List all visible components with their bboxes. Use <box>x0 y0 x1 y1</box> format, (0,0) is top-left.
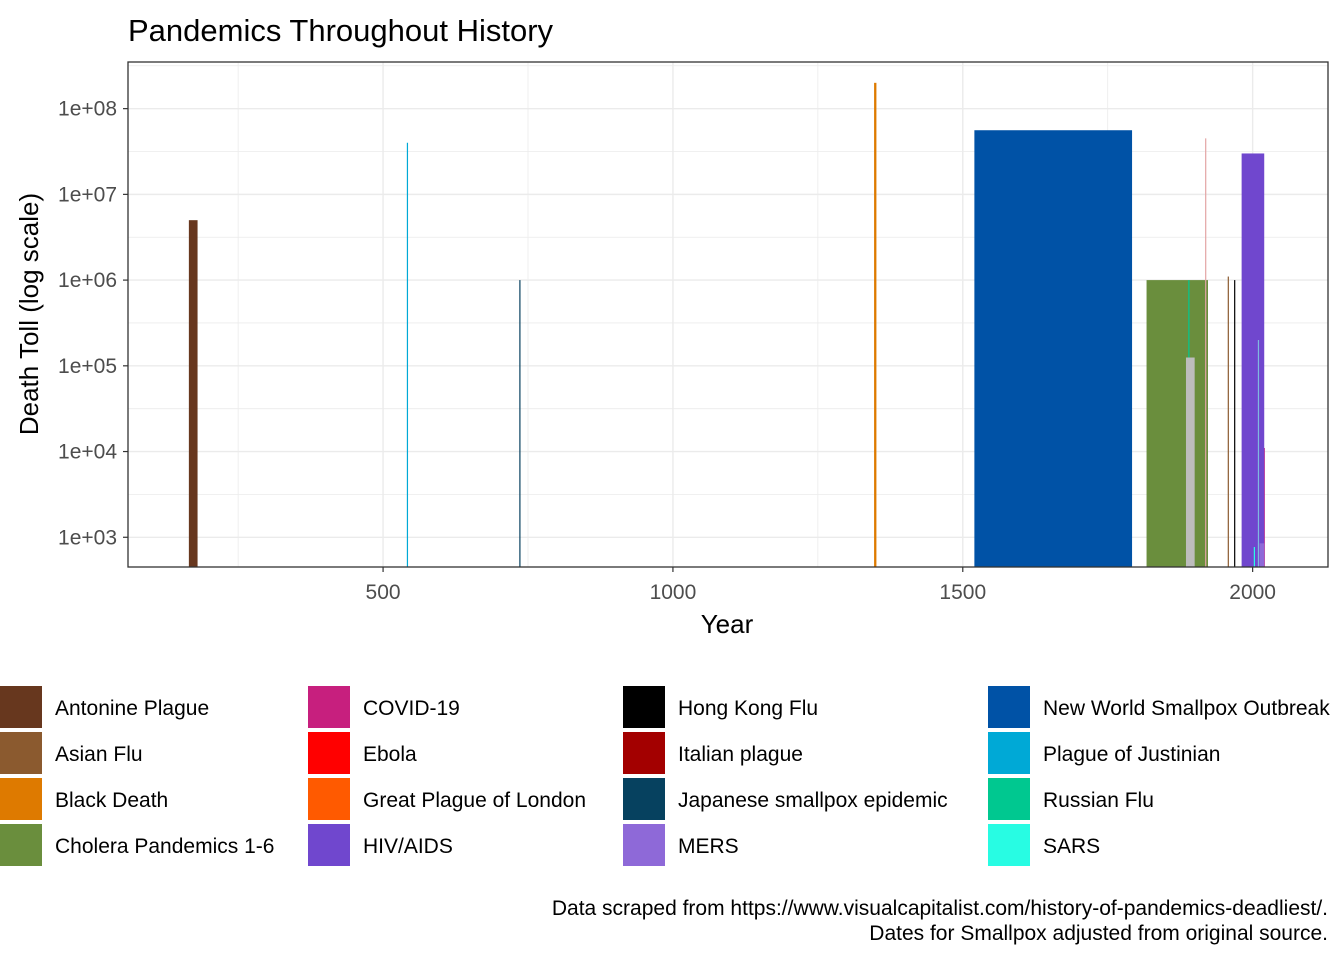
bar <box>974 130 1133 568</box>
bar <box>1205 138 1207 567</box>
y-tick-label: 1e+05 <box>58 355 117 378</box>
legend-label: MERS <box>678 835 739 858</box>
legend-label: COVID-19 <box>363 697 460 720</box>
legend-label: Antonine Plague <box>55 697 209 720</box>
caption: Data scraped from https://www.visualcapi… <box>552 896 1328 946</box>
legend-item: Ebola <box>308 732 417 774</box>
y-tick-label: 1e+07 <box>58 183 117 206</box>
legend-swatch <box>623 778 665 820</box>
legend-label: Hong Kong Flu <box>678 697 818 720</box>
bar <box>1263 447 1265 567</box>
legend-swatch <box>988 778 1030 820</box>
bar <box>188 220 198 567</box>
bar <box>1146 280 1208 567</box>
legend-swatch <box>988 732 1030 774</box>
legend-item: HIV/AIDS <box>308 824 453 866</box>
legend-swatch <box>623 686 665 728</box>
bar <box>1253 547 1255 567</box>
legend-label: HIV/AIDS <box>363 835 453 858</box>
legend-swatch <box>0 732 42 774</box>
bar <box>874 82 877 567</box>
legend-swatch <box>623 732 665 774</box>
legend-label: Plague of Justinian <box>1043 743 1220 766</box>
legend-item: Asian Flu <box>0 732 143 774</box>
plot-border <box>127 61 1329 568</box>
bar <box>1259 543 1265 567</box>
legend-label: SARS <box>1043 835 1100 858</box>
x-tick-label: 2000 <box>1229 581 1276 604</box>
legend-item: Italian plague <box>623 732 803 774</box>
legend-label: Great Plague of London <box>363 789 586 812</box>
y-tick-label: 1e+03 <box>58 526 117 549</box>
legend-swatch <box>0 778 42 820</box>
legend-swatch <box>308 732 350 774</box>
bar <box>1227 276 1229 567</box>
x-tick-label: 500 <box>366 581 401 604</box>
legend-item: Hong Kong Flu <box>623 686 818 728</box>
bar <box>406 142 409 567</box>
x-tick-label: 1000 <box>650 581 697 604</box>
legend-swatch <box>0 686 42 728</box>
legend-item: Japanese smallpox epidemic <box>623 778 948 820</box>
x-axis-title: Year <box>701 609 754 639</box>
bar <box>1257 340 1260 567</box>
legend-swatch <box>308 686 350 728</box>
legend-label: Black Death <box>55 789 168 812</box>
bar <box>1241 153 1265 567</box>
legend-swatch <box>0 824 42 866</box>
legend-swatch <box>308 778 350 820</box>
legend-item: Antonine Plague <box>0 686 209 728</box>
y-axis-title: Death Toll (log scale) <box>14 193 44 435</box>
legend-item: MERS <box>623 824 739 866</box>
bar <box>1185 357 1195 567</box>
legend-label: Japanese smallpox epidemic <box>678 789 948 812</box>
legend-swatch <box>308 824 350 866</box>
legend-item: Great Plague of London <box>308 778 586 820</box>
legend-item: SARS <box>988 824 1100 866</box>
caption-line-1: Data scraped from https://www.visualcapi… <box>551 897 1328 920</box>
y-tick-label: 1e+08 <box>58 98 117 121</box>
legend-item: Russian Flu <box>988 778 1154 820</box>
legend: Antonine Plague Asian Flu Black Death Chole… <box>0 686 1330 866</box>
legend-swatch <box>988 686 1030 728</box>
legend-label: Asian Flu <box>55 743 143 766</box>
bars <box>188 82 1265 568</box>
y-tick-label: 1e+04 <box>58 441 117 464</box>
legend-item: Cholera Pandemics 1-6 <box>0 824 274 866</box>
legend-item: Black Death <box>0 778 168 820</box>
legend-label: Russian Flu <box>1043 789 1154 812</box>
legend-item: Plague of Justinian <box>988 732 1220 774</box>
caption-line-2: Dates for Smallpox adjusted from origina… <box>869 922 1328 945</box>
legend-label: Cholera Pandemics 1-6 <box>55 835 274 858</box>
chart-title: Pandemics Throughout History <box>128 13 554 48</box>
legend-item: COVID-19 <box>308 686 460 728</box>
legend-item: New World Smallpox Outbreak <box>988 686 1330 728</box>
legend-swatch <box>988 824 1030 866</box>
bar <box>519 280 521 567</box>
legend-label: Ebola <box>363 743 417 766</box>
x-tick-label: 1500 <box>939 581 986 604</box>
legend-swatch <box>623 824 665 866</box>
y-tick-label: 1e+06 <box>58 269 117 292</box>
legend-label: New World Smallpox Outbreak <box>1043 697 1330 720</box>
legend-label: Italian plague <box>678 743 803 766</box>
x-axis: 500 1000 1500 2000 <box>366 567 1276 604</box>
y-axis: 1e+03 1e+04 1e+05 1e+06 1e+07 1e+08 <box>58 98 128 549</box>
bar <box>1234 280 1236 567</box>
